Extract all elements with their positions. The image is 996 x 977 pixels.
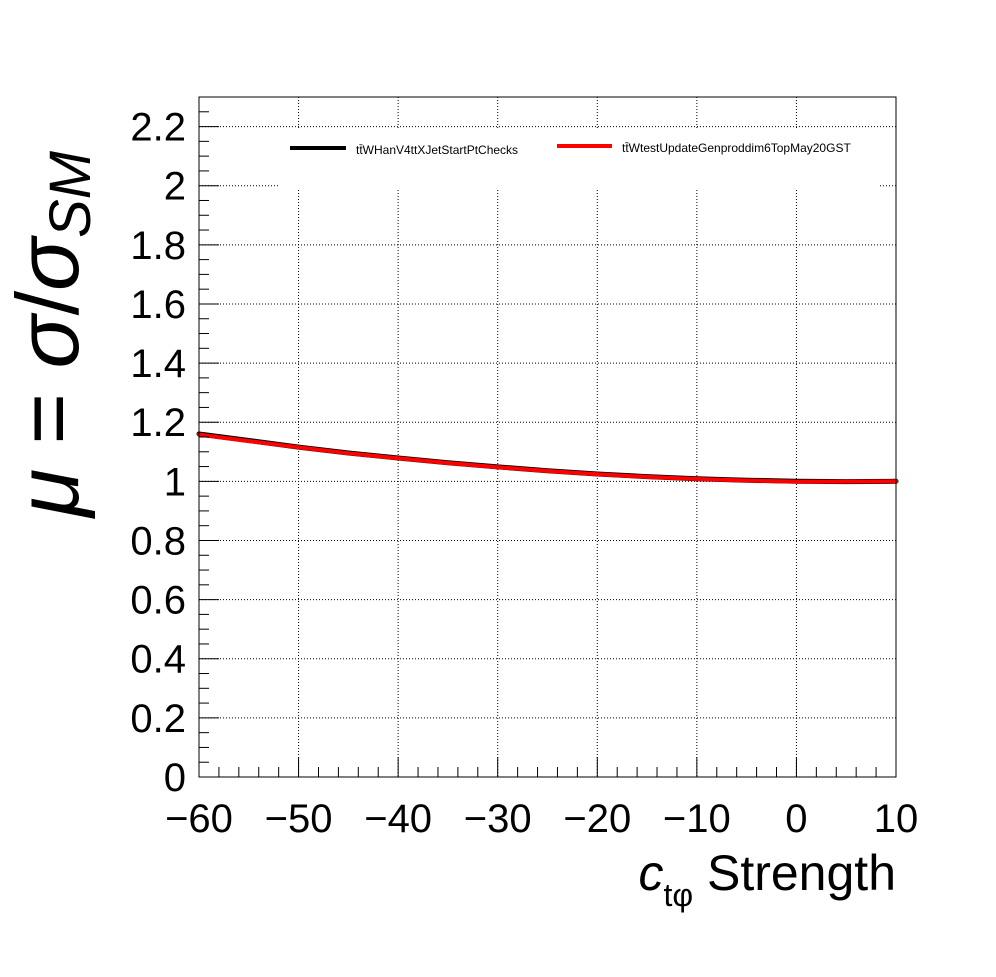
y-tick-label: 2 — [164, 165, 186, 209]
grid-lines — [199, 97, 896, 777]
legend-background — [280, 128, 880, 190]
y-tick-label: 1 — [164, 460, 186, 504]
x-tick-label: −20 — [563, 797, 631, 841]
y-tick-label: 0.6 — [130, 579, 186, 623]
y-axis-mu: μ — [0, 469, 97, 519]
x-axis-subscript: tφ — [663, 877, 693, 913]
legend-label: tt̄WtestUpdateGenproddim6TopMay20GST — [622, 141, 851, 155]
y-tick-label: 1.8 — [130, 224, 186, 268]
x-tick-label: −60 — [165, 797, 233, 841]
y-tick-label: 1.6 — [130, 283, 186, 327]
x-tick-label: −10 — [663, 797, 731, 841]
y-axis-sigma: σ — [0, 312, 97, 368]
axis-ticks — [198, 96, 897, 778]
x-tick-label: −50 — [265, 797, 333, 841]
y-axis-subscript: SM — [38, 150, 103, 238]
y-tick-label: 1.2 — [130, 401, 186, 445]
y-axis-title: μ = σ/σSM — [0, 150, 103, 519]
y-axis-sigma-sm: σ — [0, 235, 97, 291]
x-tick-label: −30 — [464, 797, 532, 841]
axis-tick-labels: −60 −50 −40 −30 −20 −10 0 10 0 0.2 0.4 0.6 0.8 1 1.2 1.… — [130, 106, 918, 841]
y-tick-label: 2.2 — [130, 106, 186, 150]
x-tick-label: −40 — [364, 797, 432, 841]
series-line — [197, 432, 898, 484]
series-lines — [196, 431, 899, 485]
x-axis-suffix: Strength — [693, 845, 896, 901]
y-tick-label: 0.4 — [130, 638, 186, 682]
y-tick-label: 0 — [164, 756, 186, 800]
x-axis-title: ctφ Strength — [638, 845, 896, 913]
x-tick-label: 0 — [785, 797, 807, 841]
x-tick-label: 10 — [874, 797, 919, 841]
legend: tt̄WHanV4ttXJetStartPtChecks tt̄WtestUpda… — [280, 128, 880, 190]
y-tick-label: 1.4 — [130, 342, 186, 386]
y-axis-slash: / — [0, 290, 97, 315]
y-tick-label: 0.2 — [130, 697, 186, 741]
y-axis-equals: = — [0, 368, 97, 468]
x-axis-symbol: c — [638, 845, 663, 901]
legend-label: tt̄WHanV4ttXJetStartPtChecks — [356, 143, 518, 157]
y-tick-label: 0.8 — [130, 519, 186, 563]
